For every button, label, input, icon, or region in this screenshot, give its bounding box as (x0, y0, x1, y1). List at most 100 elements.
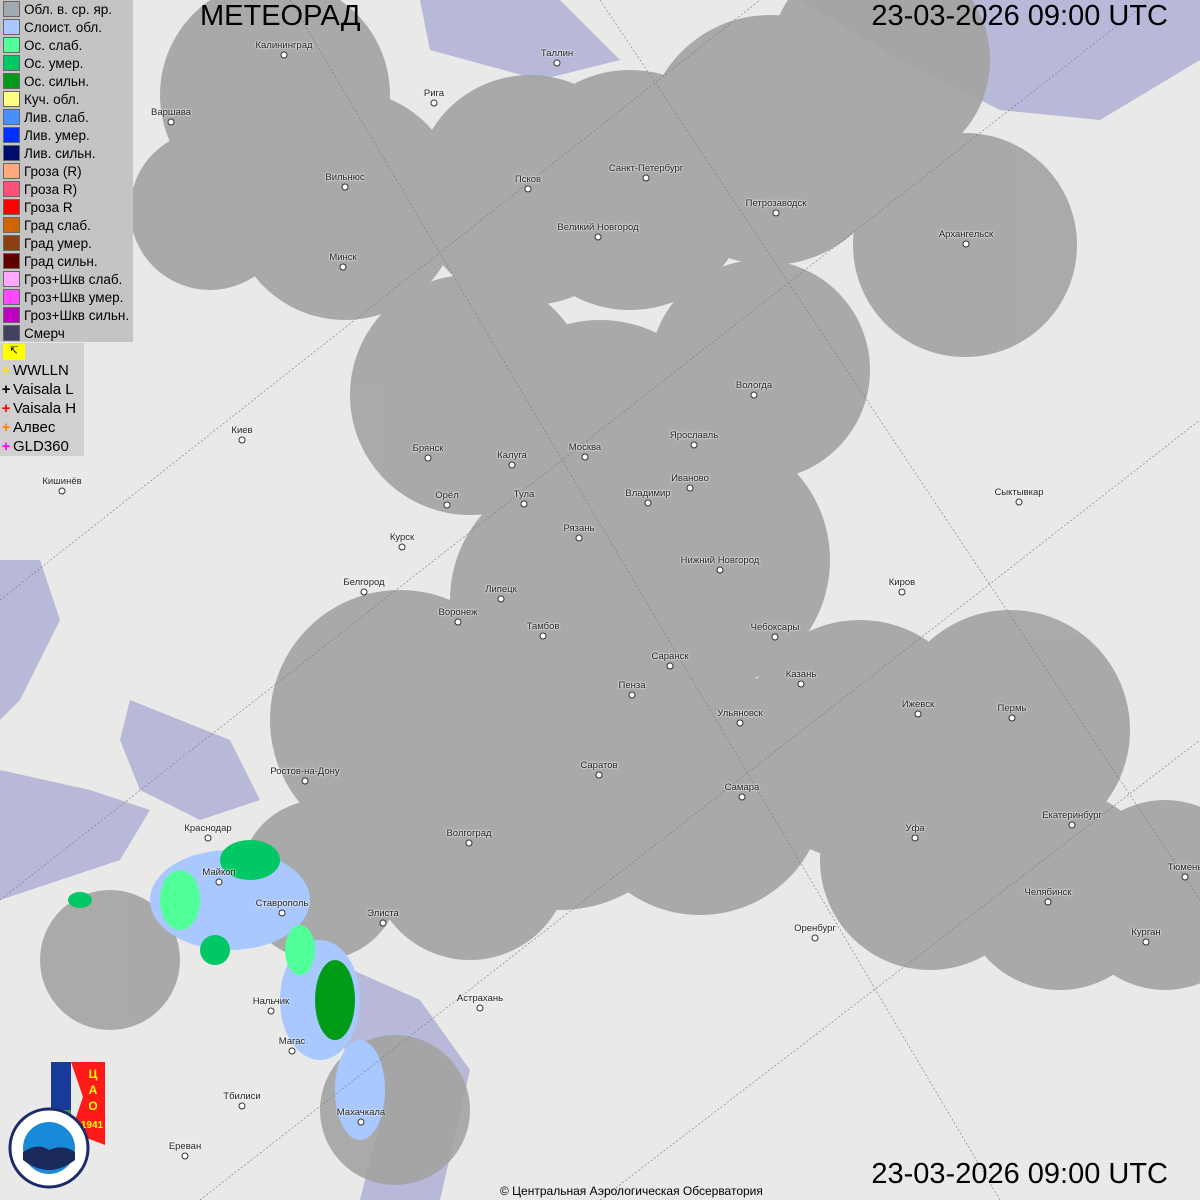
city-label: Курган (1131, 927, 1161, 938)
legend-label: Град сильн. (24, 253, 98, 269)
lightning-label: WWLLN (13, 362, 69, 379)
city-label: Воронеж (438, 607, 478, 618)
city-marker (238, 436, 246, 444)
legend-item: Лив. сильн. (0, 144, 133, 162)
city-marker (508, 461, 516, 469)
city-label: Астрахань (456, 993, 504, 1004)
precip-area (315, 960, 355, 1040)
city-marker (288, 1047, 296, 1055)
legend-label: Слоист. обл. (24, 19, 103, 35)
city-marker (595, 771, 603, 779)
legend-item: Град сильн. (0, 252, 133, 270)
city-marker (911, 834, 919, 842)
legend-item: Град умер. (0, 234, 133, 252)
radar-coverage (40, 0, 1200, 1185)
legend-swatch (3, 253, 20, 269)
precip-area (68, 892, 92, 908)
city-label: Ярославль (669, 430, 719, 441)
legend-swatch (3, 271, 20, 287)
legend-label: Гроз+Шкв слаб. (24, 271, 123, 287)
city-marker (339, 263, 347, 271)
city-marker (238, 1102, 246, 1110)
legend-swatch (3, 1, 20, 17)
legend-swatch (3, 199, 20, 215)
legend-item: Слоист. обл. (0, 18, 133, 36)
city-marker (594, 233, 602, 241)
lightning-item: + Vaisala L (0, 380, 84, 399)
lightning-item: + Алвес (0, 418, 84, 437)
city-marker (898, 588, 906, 596)
city-marker (476, 1004, 484, 1012)
legend-item: Куч. обл. (0, 90, 133, 108)
city-marker (520, 500, 528, 508)
city-label: Курск (389, 532, 415, 543)
legend-swatch (3, 235, 20, 251)
lightning-cross-icon: + (1, 438, 11, 455)
legend-label: Гроза (R) (24, 163, 82, 179)
svg-text:1941: 1941 (81, 1120, 104, 1131)
precip-area (220, 840, 280, 880)
lightning-item: + Vaisala H (0, 399, 84, 418)
city-label: Саранск (651, 651, 689, 662)
city-marker (360, 588, 368, 596)
city-label: Тбилиси (223, 1091, 261, 1102)
legend-item: Гроз+Шкв сильн. (0, 306, 133, 324)
legend-item: Лив. слаб. (0, 108, 133, 126)
city-label: Ульяновск (717, 708, 763, 719)
city-label: Волгоград (446, 828, 492, 839)
svg-text:Ц: Ц (89, 1067, 98, 1081)
city-label: Владимир (625, 488, 671, 499)
legend-label: Обл. в. ср. яр. (24, 1, 113, 17)
city-marker (1015, 498, 1023, 506)
legend-label: Смерч (24, 325, 65, 341)
roshydromet-logo (8, 1107, 90, 1189)
legend-label: Гроз+Шкв сильн. (24, 307, 130, 323)
legend-item: Гроза R (0, 198, 133, 216)
legend-swatch (3, 109, 20, 125)
city-marker (278, 909, 286, 917)
city-label: Тюмень (1167, 862, 1200, 873)
city-marker (357, 1118, 365, 1126)
city-label: Майкоп (202, 867, 236, 878)
radar-circle (370, 760, 570, 960)
city-marker (379, 919, 387, 927)
legend-label: Ос. умер. (24, 55, 84, 71)
timestamp-bottom: 23-03-2026 09:00 UTC (871, 1158, 1168, 1190)
city-marker (581, 453, 589, 461)
city-label: Элиста (367, 908, 399, 919)
precip-area (200, 935, 230, 965)
city-marker (914, 710, 922, 718)
legend-item: Град слаб. (0, 216, 133, 234)
precip-area (160, 870, 200, 930)
city-label: Рига (423, 88, 445, 99)
legend-swatch (3, 217, 20, 233)
city-label: Вологда (735, 380, 773, 391)
city-marker (204, 834, 212, 842)
city-marker (430, 99, 438, 107)
city-label: Липецк (485, 584, 517, 595)
city-label: Рязань (563, 523, 595, 534)
city-marker (454, 618, 462, 626)
copyright: © Центральная Аэрологическая Обсерватори… (500, 1184, 763, 1198)
lightning-item: + GLD360 (0, 437, 84, 456)
legend-swatch (3, 145, 20, 161)
city-marker (539, 632, 547, 640)
city-marker (686, 484, 694, 492)
city-marker (1142, 938, 1150, 946)
city-marker (497, 595, 505, 603)
city-marker (628, 691, 636, 699)
legend-swatch (3, 325, 20, 341)
city-label: Архангельск (938, 229, 994, 240)
city-marker (465, 839, 473, 847)
city-label: Ростов-на-Дону (270, 766, 340, 777)
city-label: Магас (278, 1036, 306, 1047)
city-marker (443, 501, 451, 509)
lightning-cross-icon: + (1, 419, 11, 436)
city-marker (1181, 873, 1189, 881)
city-label: Брянск (412, 443, 444, 454)
lightning-toggle-icon[interactable]: ↸ (3, 344, 25, 360)
city-label: Самара (724, 782, 760, 793)
